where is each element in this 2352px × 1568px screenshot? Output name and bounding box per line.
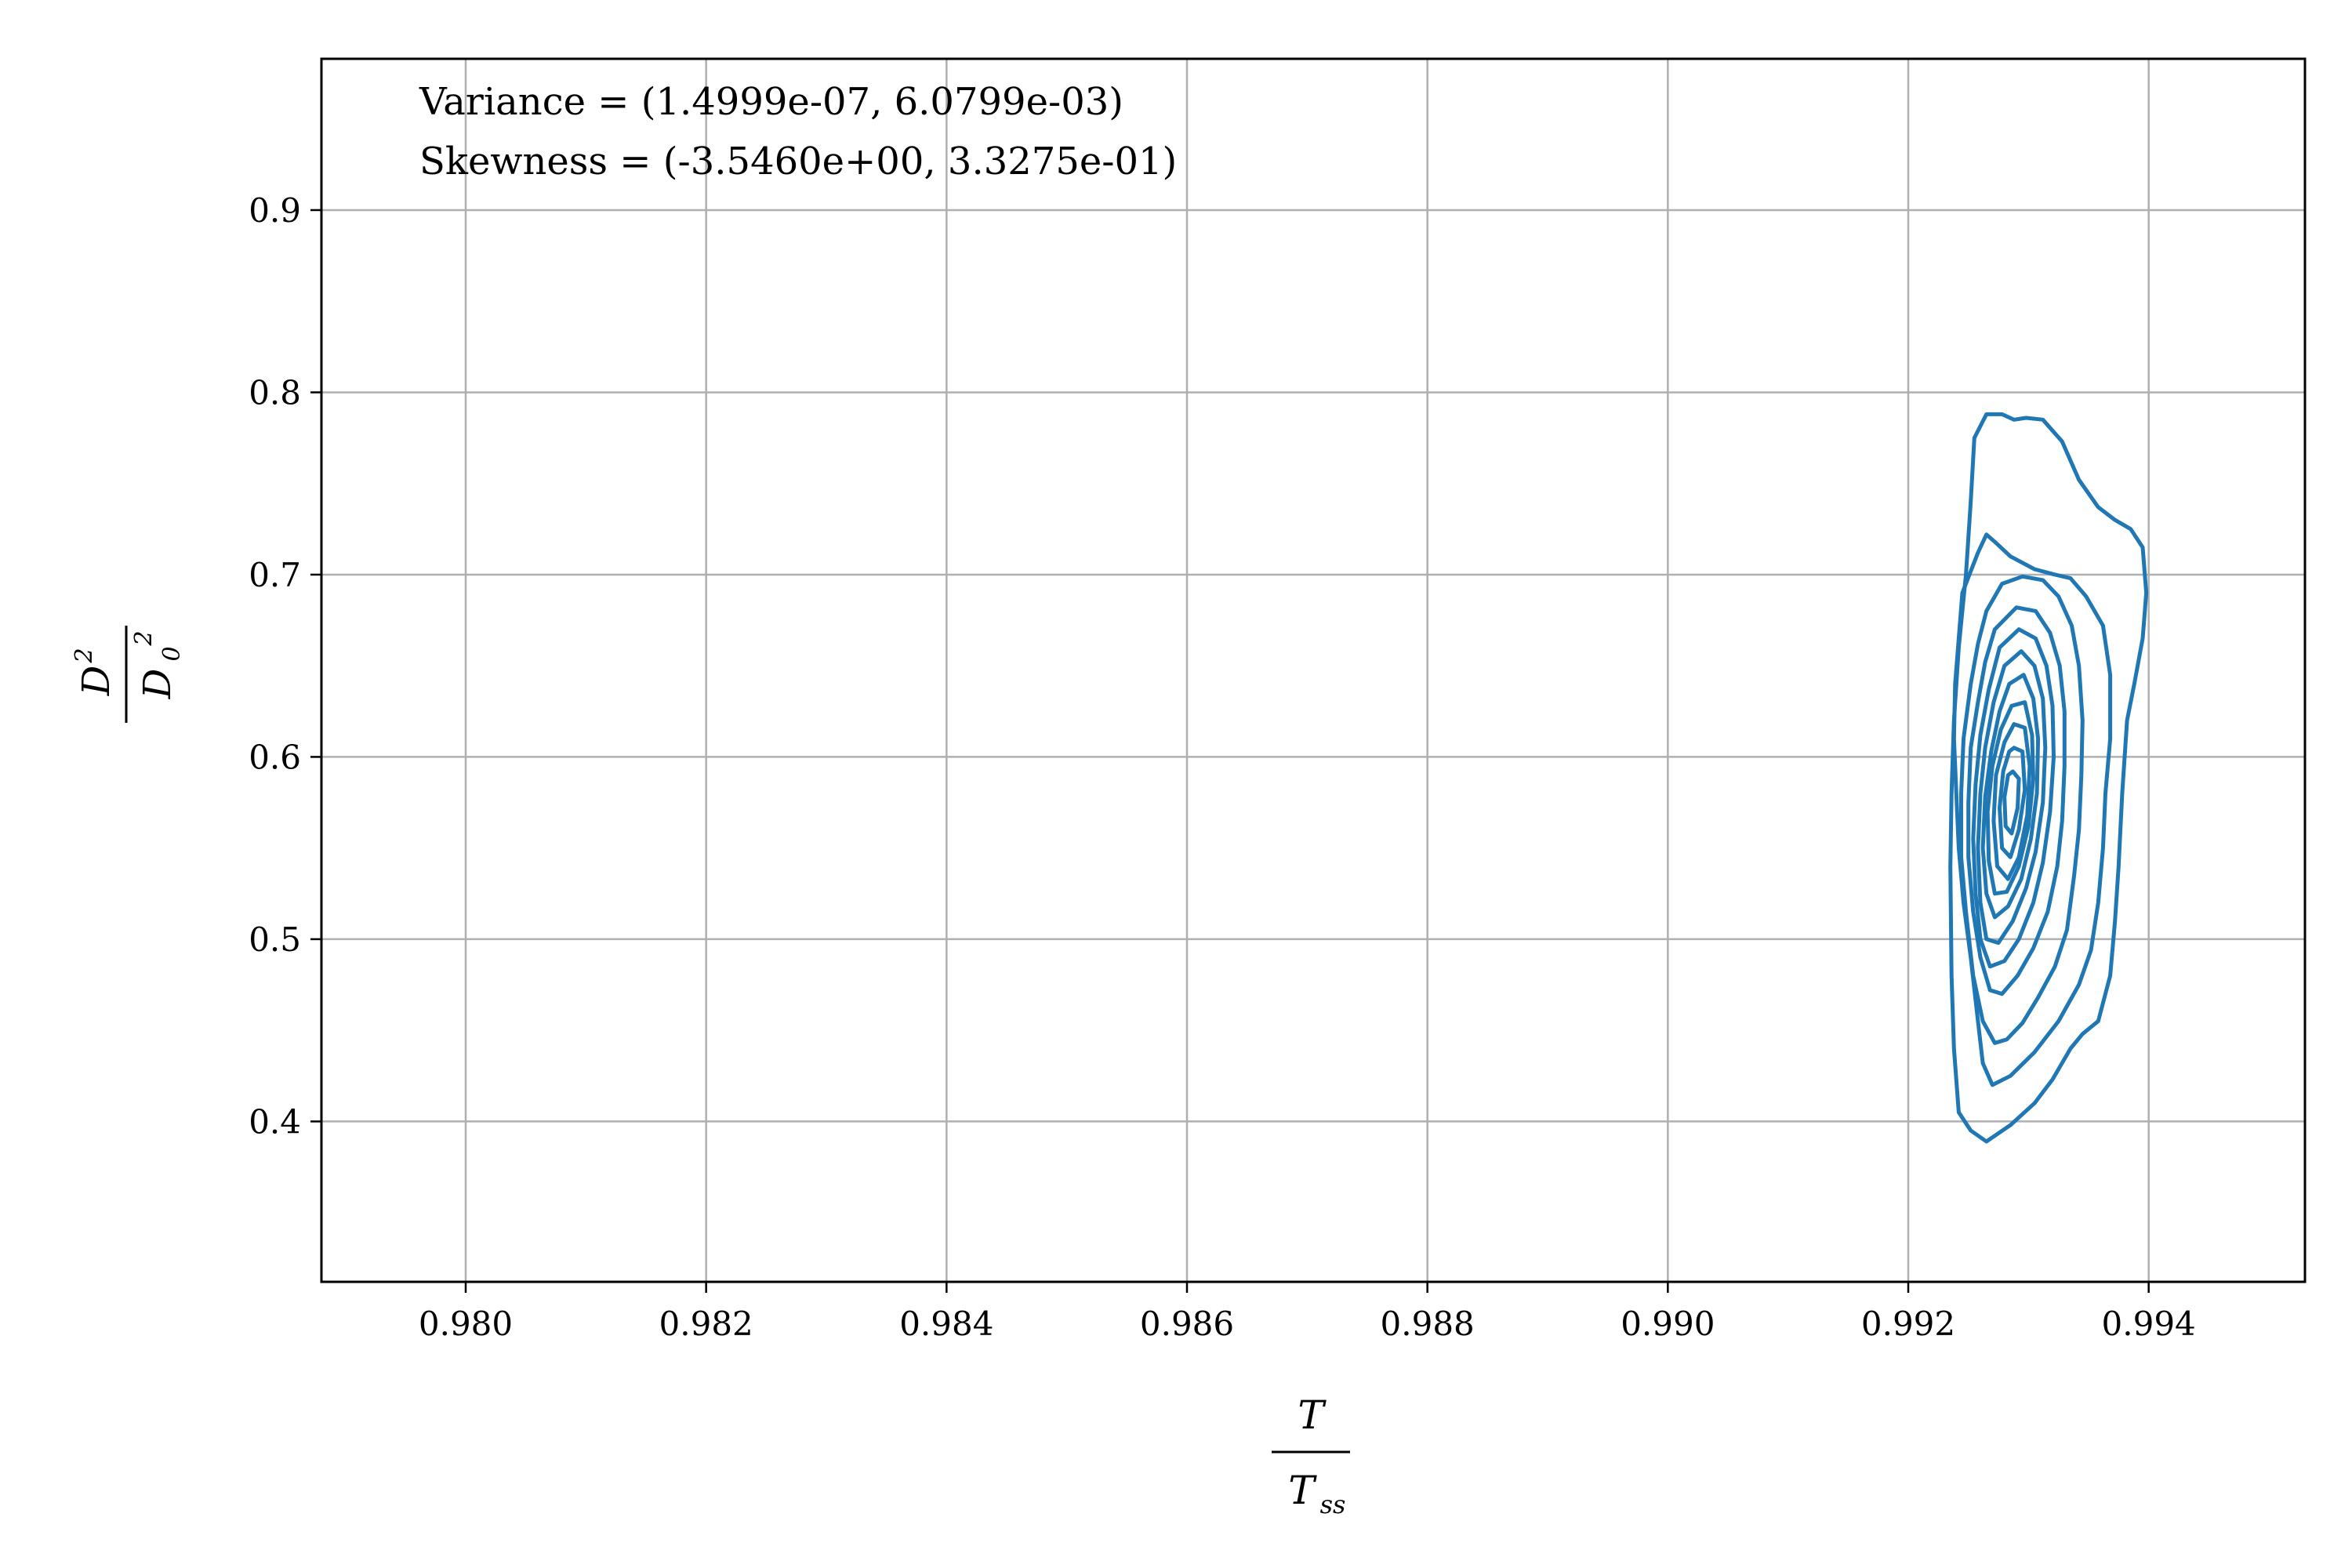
contour-line (1980, 673, 2041, 920)
x-tick-label: 0.984 (899, 1305, 993, 1343)
contour-line (1976, 649, 2048, 946)
contour-line (1998, 746, 2027, 859)
skewness-annotation: Skewness = (-3.5460e+00, 3.3275e-01) (419, 140, 1177, 183)
y-label-denominator-sup: 2 (130, 630, 158, 646)
contour-line (1966, 605, 2067, 996)
y-label-numerator-sup: 2 (71, 648, 98, 663)
x-label-numerator: T (1298, 1392, 1327, 1438)
contour-line (1971, 627, 2056, 969)
x-tick-label: 0.994 (2102, 1305, 2196, 1343)
contour-lines (1948, 412, 2149, 1144)
y-label-denominator-sub: 0 (158, 646, 186, 661)
contour-line (1991, 722, 2032, 881)
x-tick-label: 0.982 (659, 1305, 753, 1343)
x-tick-label: 0.992 (1861, 1305, 1955, 1343)
y-tick-label: 0.4 (249, 1102, 301, 1141)
x-tick-label: 0.988 (1381, 1305, 1475, 1343)
x-label-denominator: T (1288, 1468, 1317, 1513)
contour-line (1951, 532, 2113, 1087)
y-label-numerator: D (74, 666, 118, 696)
y-tick-label: 0.6 (249, 738, 301, 776)
contour-line (1948, 412, 2149, 1144)
x-tick-label: 0.980 (419, 1305, 513, 1343)
x-axis-label: T T ss (1272, 1392, 1350, 1519)
contour-line (1985, 700, 2035, 896)
x-tick-label: 0.990 (1621, 1305, 1715, 1343)
x-tick-label: 0.986 (1140, 1305, 1234, 1343)
y-tick-label: 0.7 (249, 556, 301, 594)
x-label-denominator-subscript: ss (1320, 1490, 1346, 1519)
y-label-denominator: D (136, 669, 180, 699)
y-tick-label: 0.9 (249, 191, 301, 230)
y-axis-label: D 2 D 0 2 (71, 626, 186, 723)
variance-annotation: Variance = (1.4999e-07, 6.0799e-03) (419, 80, 1123, 124)
grid (321, 59, 2305, 1282)
axis-ticks: 0.980 0.982 0.984 0.986 0.988 0.990 0.992 0.994… (249, 191, 2196, 1343)
y-tick-label: 0.8 (249, 373, 301, 412)
y-tick-label: 0.5 (249, 920, 301, 959)
contour-line (1959, 574, 2085, 1045)
plot-frame (320, 57, 2307, 1283)
contour-line (2002, 769, 2021, 836)
